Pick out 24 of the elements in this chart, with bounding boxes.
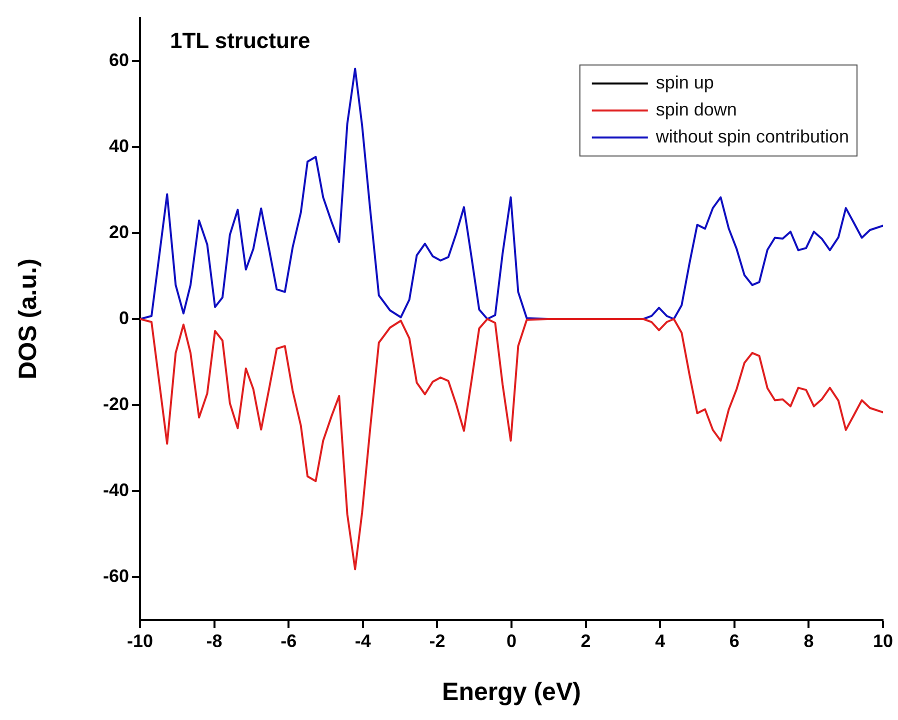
x-tick-label: 0 <box>506 630 517 651</box>
y-axis-title: DOS (a.u.) <box>14 258 42 380</box>
x-tick-label: 10 <box>872 630 894 651</box>
x-tick-label: 8 <box>804 630 814 651</box>
y-tick-label: -60 <box>102 566 129 586</box>
legend-label: without spin contribution <box>654 126 850 146</box>
y-tick-label: -40 <box>102 480 129 500</box>
x-axis-title: Energy (eV) <box>442 678 581 706</box>
x-tick-label: -4 <box>354 630 371 651</box>
x-tick-label: -10 <box>126 630 154 651</box>
x-tick-label: 4 <box>655 630 666 651</box>
y-tick-label: 0 <box>118 308 129 328</box>
y-tick-label: 20 <box>108 222 129 242</box>
x-tick-label: -8 <box>206 630 222 651</box>
text: 1TL structure <box>170 28 310 54</box>
y-tick-label: 60 <box>108 50 129 70</box>
y-tick-label: 40 <box>108 136 129 156</box>
x-tick-label: 6 <box>729 630 740 651</box>
x-tick-label: 2 <box>580 630 591 651</box>
x-tick-label: -6 <box>280 630 297 651</box>
legend-label: spin up <box>656 72 714 92</box>
y-tick-label: -20 <box>102 394 129 414</box>
legend-label: spin down <box>656 99 737 120</box>
x-tick-label: -2 <box>429 630 446 651</box>
